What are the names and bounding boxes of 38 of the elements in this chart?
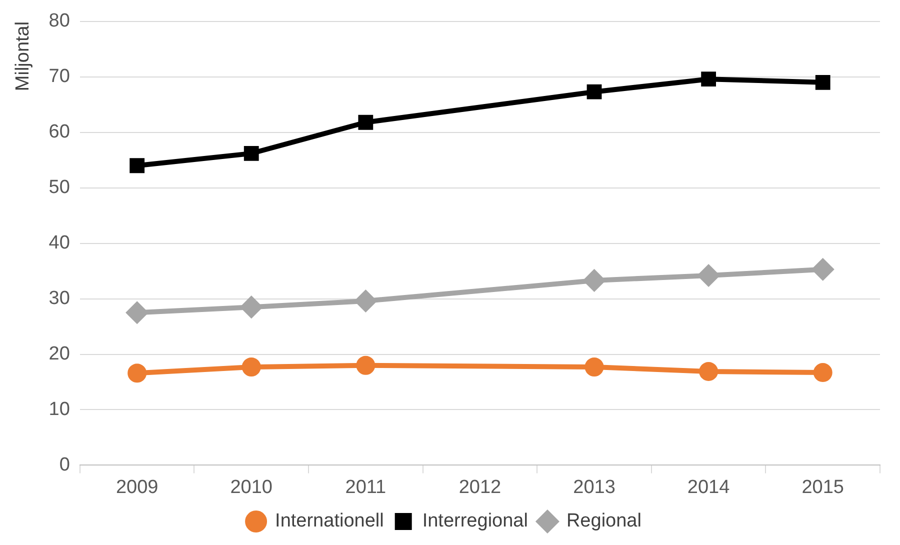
point: [584, 270, 605, 291]
point: [126, 302, 148, 324]
y-tick-label: 20: [48, 343, 70, 364]
x-tick-label: 2010: [230, 476, 273, 498]
point: [130, 158, 145, 174]
y-axis-title: Miljontal: [12, 21, 34, 92]
y-tick-label: 10: [48, 398, 70, 420]
point: [355, 290, 376, 312]
y-tick-label: 60: [48, 122, 70, 143]
point: [813, 363, 832, 382]
y-tick-label: 70: [48, 66, 70, 88]
point: [242, 358, 261, 377]
point: [240, 296, 262, 318]
point: [701, 72, 716, 87]
legend-label: Internationell: [275, 510, 384, 532]
point: [128, 364, 147, 383]
y-tick-label: 80: [48, 10, 70, 32]
point: [812, 258, 834, 280]
point: [586, 84, 602, 100]
point: [584, 358, 604, 377]
y-tick-label: 30: [48, 288, 70, 310]
point: [358, 114, 374, 130]
legend-label: Regional: [566, 510, 642, 532]
y-tick-label: 0: [59, 454, 70, 476]
x-tick-label: 2014: [687, 476, 730, 498]
x-tick-label: 2011: [345, 476, 386, 498]
legend-label: Interregional: [422, 510, 528, 532]
point: [244, 146, 259, 161]
x-tick-label: 2013: [573, 476, 616, 498]
point: [815, 74, 830, 90]
y-tick-label: 40: [48, 232, 70, 254]
x-tick-label: 2012: [458, 476, 502, 498]
x-tick-label: 2015: [802, 476, 844, 498]
point: [356, 356, 376, 375]
x-tick-label: 2009: [116, 476, 158, 498]
y-tick-label: 50: [48, 177, 70, 198]
point: [698, 264, 720, 286]
point: [699, 362, 718, 381]
